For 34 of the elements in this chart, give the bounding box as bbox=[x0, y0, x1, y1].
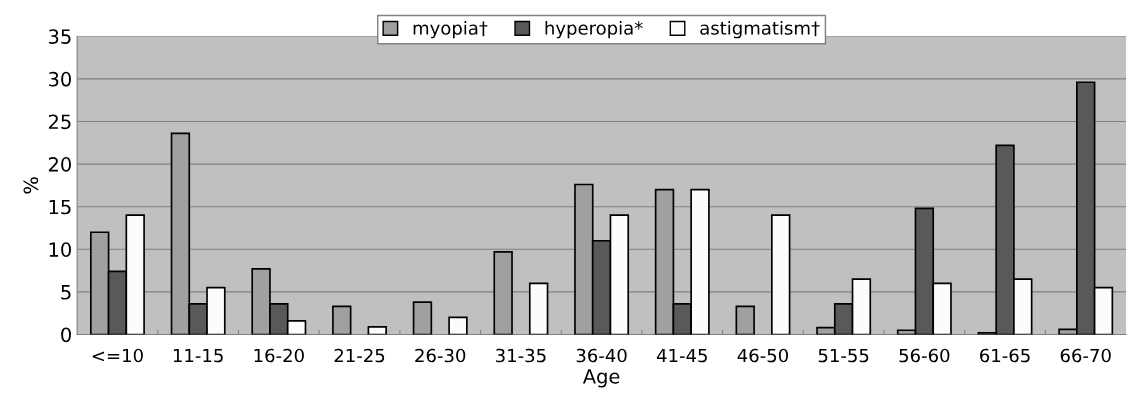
bar bbox=[493, 251, 513, 335]
legend-label: astigmatism† bbox=[700, 20, 820, 39]
bar bbox=[528, 282, 549, 335]
x-tick-label: 26-30 bbox=[415, 348, 466, 363]
x-tick-label: 61-65 bbox=[980, 348, 1030, 363]
y-axis-title: % bbox=[23, 177, 39, 194]
x-tick-label: 16-20 bbox=[254, 348, 304, 363]
x-tick-label: <=10 bbox=[92, 348, 143, 363]
y-tick-label: 25 bbox=[48, 114, 71, 130]
x-tick-label: 56-60 bbox=[899, 348, 950, 363]
bar bbox=[448, 316, 468, 335]
x-tick-label: 46-50 bbox=[737, 348, 788, 363]
x-tick-label: 36-40 bbox=[576, 348, 627, 363]
legend-label: myopia† bbox=[413, 20, 488, 39]
x-axis-title: Age bbox=[582, 369, 620, 388]
bar bbox=[332, 305, 352, 335]
y-tick-label: 0 bbox=[61, 327, 71, 343]
legend-label: hyperopia* bbox=[545, 20, 643, 39]
x-tick-label: 51-55 bbox=[818, 348, 869, 363]
y-tick-label: 35 bbox=[48, 29, 71, 44]
x-tick-label: 41-45 bbox=[656, 348, 707, 363]
x-tick-label: 66-70 bbox=[1060, 348, 1111, 363]
x-tick-label: 11-15 bbox=[173, 348, 223, 363]
x-tick-label: 31-35 bbox=[496, 348, 546, 363]
y-tick-label: 20 bbox=[48, 157, 71, 172]
bar bbox=[367, 325, 387, 335]
y-tick-label: 5 bbox=[61, 285, 71, 300]
y-tick-label: 15 bbox=[49, 199, 71, 215]
y-tick-label: 10 bbox=[49, 242, 71, 257]
bar bbox=[771, 214, 791, 335]
y-tick-label: 30 bbox=[48, 71, 71, 87]
bar bbox=[412, 301, 433, 335]
bar bbox=[735, 305, 755, 335]
x-tick-label: 21-25 bbox=[334, 348, 385, 363]
